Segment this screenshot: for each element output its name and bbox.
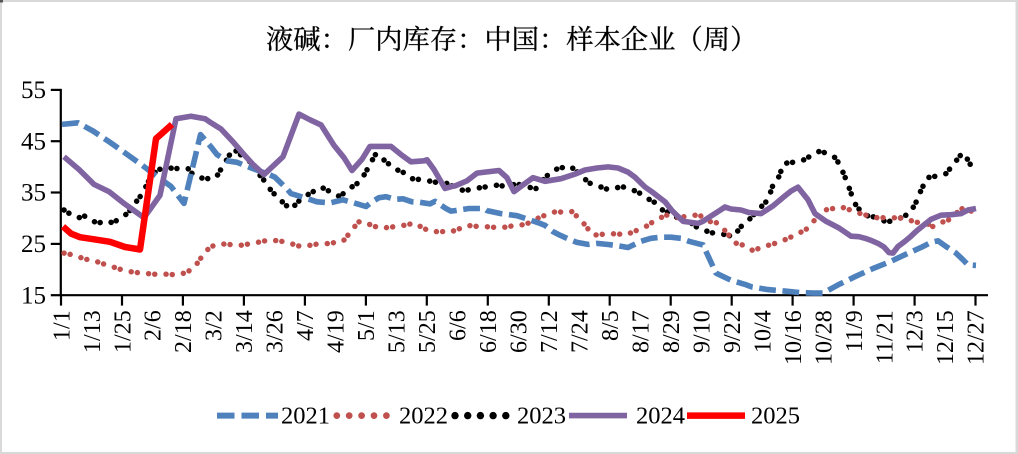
- svg-text:2/18: 2/18: [171, 310, 197, 353]
- svg-text:8/29: 8/29: [659, 310, 685, 353]
- svg-text:9/10: 9/10: [689, 310, 715, 353]
- svg-text:12/27: 12/27: [964, 310, 990, 365]
- svg-text:1/1: 1/1: [49, 310, 75, 341]
- svg-text:3/2: 3/2: [202, 310, 228, 341]
- svg-text:5/25: 5/25: [415, 310, 441, 353]
- svg-text:9/22: 9/22: [720, 310, 746, 353]
- svg-text:2/6: 2/6: [141, 310, 167, 341]
- svg-text:1/13: 1/13: [80, 310, 106, 353]
- svg-text:6/18: 6/18: [476, 310, 502, 353]
- svg-text:10/4: 10/4: [750, 310, 776, 353]
- svg-text:10/16: 10/16: [781, 310, 807, 365]
- svg-text:11/21: 11/21: [872, 310, 898, 364]
- svg-text:2023: 2023: [517, 403, 566, 430]
- svg-text:6/30: 6/30: [507, 310, 533, 353]
- svg-text:2024: 2024: [636, 403, 685, 430]
- svg-text:35: 35: [21, 180, 46, 207]
- svg-text:11/9: 11/9: [842, 310, 868, 352]
- svg-text:15: 15: [21, 282, 46, 309]
- svg-text:10/28: 10/28: [811, 310, 837, 365]
- svg-text:7/12: 7/12: [537, 310, 563, 353]
- svg-text:7/24: 7/24: [568, 310, 594, 353]
- svg-text:2025: 2025: [751, 403, 800, 430]
- svg-text:4/19: 4/19: [324, 310, 350, 353]
- svg-text:5/13: 5/13: [385, 310, 411, 353]
- svg-text:8/17: 8/17: [628, 310, 654, 353]
- svg-text:3/14: 3/14: [232, 310, 258, 353]
- svg-text:45: 45: [21, 128, 46, 155]
- svg-text:4/7: 4/7: [293, 310, 319, 341]
- svg-text:8/5: 8/5: [598, 310, 624, 341]
- svg-text:2021: 2021: [281, 403, 330, 430]
- svg-text:3/26: 3/26: [263, 310, 289, 353]
- svg-text:5/1: 5/1: [354, 310, 380, 341]
- svg-text:1/25: 1/25: [110, 310, 136, 353]
- svg-text:12/3: 12/3: [903, 310, 929, 353]
- svg-text:55: 55: [21, 77, 46, 104]
- svg-text:2022: 2022: [399, 403, 448, 430]
- svg-text:12/15: 12/15: [933, 310, 959, 365]
- svg-text:6/6: 6/6: [446, 310, 472, 341]
- svg-text:25: 25: [21, 231, 46, 258]
